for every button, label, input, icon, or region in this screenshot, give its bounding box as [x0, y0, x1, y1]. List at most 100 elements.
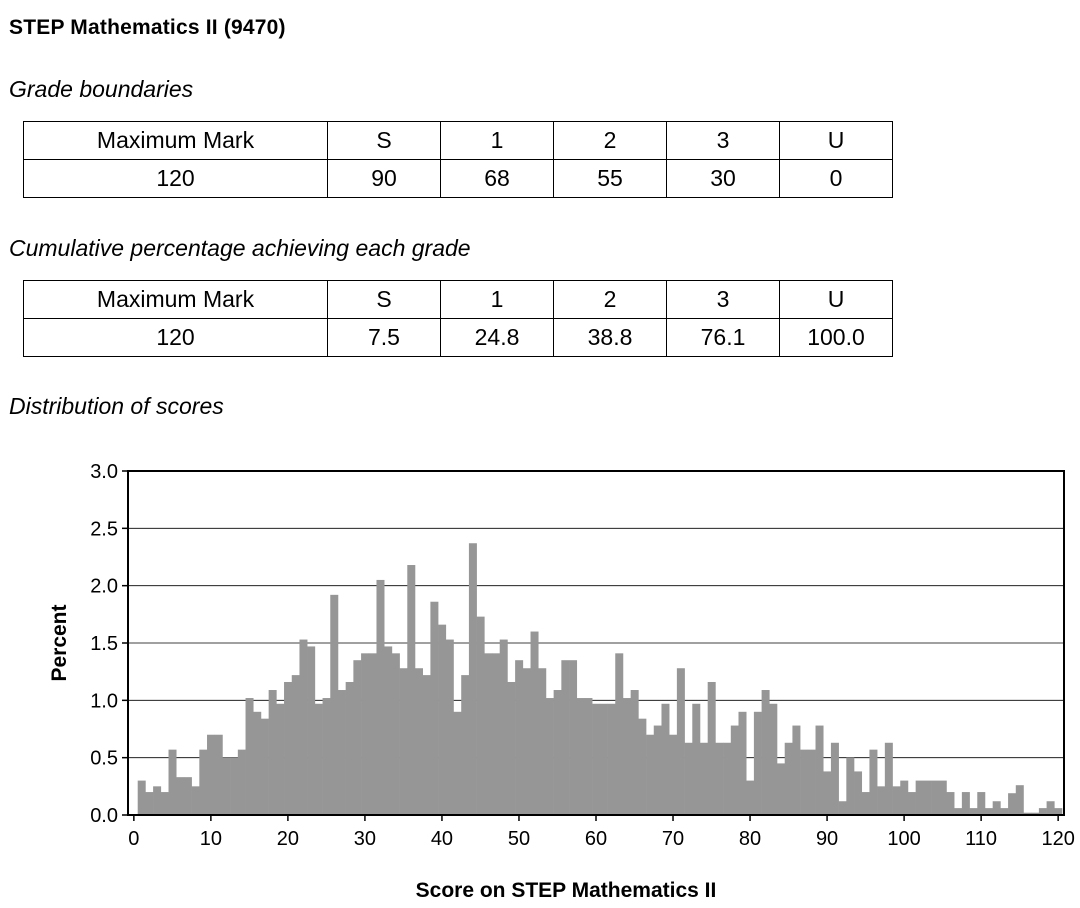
histogram-bar: [260, 718, 269, 815]
histogram-bar: [361, 653, 370, 815]
histogram-bar: [484, 653, 493, 815]
histogram-bar: [653, 725, 662, 815]
histogram-bar: [530, 631, 539, 815]
histogram-bar: [723, 742, 732, 815]
histogram-bar: [923, 780, 932, 815]
histogram-bar: [538, 668, 547, 815]
y-tick-label: 1.0: [90, 690, 118, 712]
document-title: STEP Mathematics II (9470): [9, 16, 286, 39]
histogram-bar: [299, 639, 308, 815]
table-cell: 3: [666, 121, 780, 160]
histogram-bar: [322, 698, 331, 815]
table-cell: 38.8: [553, 318, 667, 357]
histogram-bar: [630, 690, 639, 815]
histogram-bar: [507, 681, 516, 815]
histogram-bar: [576, 698, 585, 815]
table-cell: 68: [440, 159, 554, 198]
histogram-bar: [730, 725, 739, 815]
table-cell: 7.5: [327, 318, 441, 357]
histogram-bar: [699, 742, 708, 815]
histogram-bar: [1038, 808, 1047, 815]
histogram-bar: [984, 808, 993, 815]
x-tick-label: 60: [585, 828, 607, 850]
bars: [137, 543, 1063, 815]
histogram-bar: [769, 703, 778, 815]
histogram-bar: [753, 711, 762, 815]
histogram-bar: [684, 742, 693, 815]
histogram-bar: [777, 763, 786, 815]
x-tick-label: 40: [431, 828, 453, 850]
table-cell: 0: [779, 159, 893, 198]
histogram-bar: [499, 639, 508, 815]
histogram-bar: [492, 653, 501, 815]
histogram-bar: [453, 711, 462, 815]
histogram-bar: [553, 690, 562, 815]
histogram-bar: [1031, 812, 1040, 815]
x-axis-label: Score on STEP Mathematics II: [416, 879, 717, 902]
histogram-bar: [607, 703, 616, 815]
y-axis-label: Percent: [48, 604, 71, 681]
histogram-bar: [892, 786, 901, 815]
histogram-bar: [399, 668, 408, 815]
histogram-bar: [345, 681, 354, 815]
table-row: 120 90 68 55 30 0: [23, 159, 893, 198]
table-cell: 76.1: [666, 318, 780, 357]
table-header-row: Maximum Mark S 1 2 3 U: [23, 121, 893, 160]
histogram-bar: [384, 646, 393, 815]
histogram-bar: [1000, 808, 1009, 815]
histogram-bar: [869, 749, 878, 815]
histogram-bar: [784, 742, 793, 815]
histogram-bar: [669, 734, 678, 815]
histogram-bar: [276, 703, 285, 815]
histogram-bar: [792, 725, 801, 815]
table-row: 120 7.5 24.8 38.8 76.1 100.0: [23, 318, 893, 357]
x-axis-ticks: 0 10 20 30 40 50 60 70 80 90 100 110 120: [128, 815, 1075, 850]
x-tick-label: 30: [354, 828, 376, 850]
histogram-bar: [1054, 808, 1063, 815]
histogram-bar: [954, 808, 963, 815]
histogram-bar: [676, 668, 685, 815]
x-tick-label: 0: [128, 828, 139, 850]
histogram-bar: [160, 792, 169, 815]
score-distribution-chart: 0.0 0.5 1.0 1.5 2.0 2.5 3.0 0 10 20 30 40 50 60 70 80 9…: [48, 461, 1075, 902]
grade-boundaries-table: Maximum Mark S 1 2 3 U 120 90 68 55 30 0: [23, 121, 893, 198]
histogram-bar: [1008, 793, 1017, 815]
histogram-bar: [522, 668, 531, 815]
y-tick-label: 2.0: [90, 576, 118, 598]
histogram-bar: [353, 660, 362, 815]
histogram-bar: [461, 675, 470, 815]
histogram-bar: [468, 543, 477, 815]
table-cell: Maximum Mark: [23, 280, 328, 319]
histogram-bar: [414, 668, 423, 815]
histogram-bar: [646, 734, 655, 815]
histogram-bar: [884, 742, 893, 815]
table-cell: Maximum Mark: [23, 121, 328, 160]
histogram-bar: [561, 660, 570, 815]
histogram-bar: [199, 749, 208, 815]
histogram-bar: [961, 792, 970, 815]
table-cell: 100.0: [779, 318, 893, 357]
histogram-bar: [168, 749, 177, 815]
table-cell: 2: [553, 280, 667, 319]
table-cell: 2: [553, 121, 667, 160]
histogram-bar: [807, 749, 816, 815]
table-cell: S: [327, 121, 441, 160]
gridlines: [128, 527, 1064, 759]
x-tick-label: 120: [1041, 828, 1074, 850]
histogram-bar: [438, 624, 447, 815]
table-cell: 120: [23, 159, 328, 198]
table-header-row: Maximum Mark S 1 2 3 U: [23, 280, 893, 319]
histogram-bar: [207, 734, 216, 815]
histogram-bar: [376, 579, 385, 815]
y-tick-label: 2.5: [90, 518, 118, 540]
histogram-bar: [861, 792, 870, 815]
histogram-bar: [253, 711, 262, 815]
x-tick-label: 50: [508, 828, 530, 850]
histogram-bar: [931, 780, 940, 815]
histogram-bar: [1023, 812, 1032, 815]
distribution-heading: Distribution of scores: [9, 393, 224, 419]
histogram-bar: [638, 718, 647, 815]
histogram-bar: [761, 690, 770, 815]
histogram-bar: [592, 703, 601, 815]
histogram-bar: [622, 698, 631, 815]
